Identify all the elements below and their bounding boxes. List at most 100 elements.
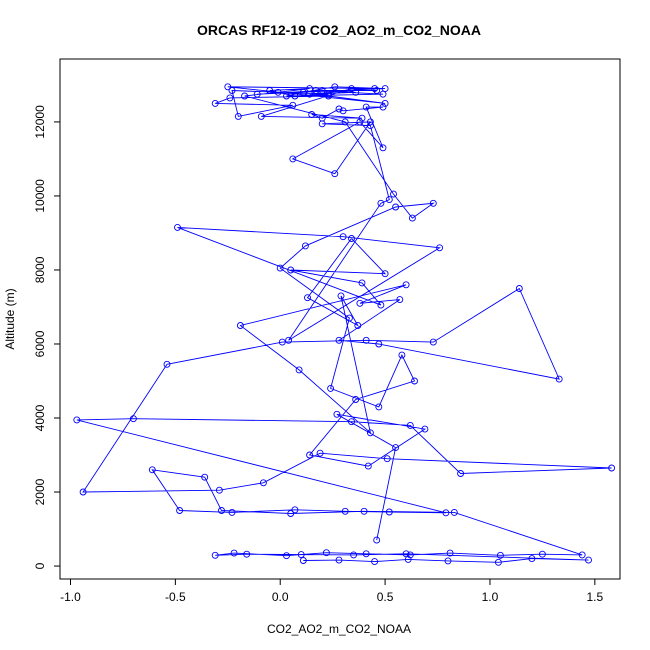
data-point (341, 507, 349, 515)
data-point (322, 549, 330, 557)
y-tick-label: 4000 (33, 404, 47, 431)
data-point (379, 144, 387, 152)
data-point (335, 336, 343, 344)
data-point (274, 88, 282, 96)
data-point (578, 551, 586, 559)
data-point (358, 114, 366, 122)
data-point (585, 556, 592, 564)
data-point (339, 107, 347, 115)
y-axis: 0 2000 4000 6000 8000 10000 12000 (33, 105, 60, 569)
data-point (276, 264, 284, 272)
x-tick-label: -1.0 (60, 590, 81, 604)
data-point (377, 199, 385, 207)
x-tick-label: 1.0 (482, 590, 499, 604)
data-point (555, 375, 563, 383)
data-point (345, 314, 353, 322)
data-point (226, 94, 234, 102)
data-point (406, 421, 414, 429)
data-point (224, 83, 232, 91)
data-point (398, 351, 406, 359)
data-point (228, 87, 236, 94)
data-point (211, 99, 219, 107)
data-point (494, 558, 502, 566)
data-point (350, 551, 358, 559)
data-point (295, 366, 303, 374)
y-tick-label: 10000 (33, 179, 47, 213)
data-point (392, 444, 400, 452)
data-point (377, 301, 385, 309)
data-point (174, 223, 181, 231)
data-point (211, 551, 219, 559)
data-point (379, 90, 387, 98)
data-point (299, 557, 307, 564)
data-point (366, 122, 374, 130)
data-point (289, 101, 297, 109)
data-point (362, 103, 370, 111)
data-point (312, 87, 320, 94)
data-point (201, 473, 209, 481)
y-tick-label: 0 (33, 562, 47, 569)
data-point (360, 507, 368, 515)
data-point (285, 336, 293, 344)
data-point (306, 85, 314, 93)
y-tick-label: 6000 (33, 330, 47, 357)
series-line (76, 86, 612, 563)
data-point (381, 99, 389, 107)
data-point (259, 479, 267, 487)
data-point (283, 552, 290, 560)
data-point (228, 508, 236, 516)
data-point (331, 83, 339, 91)
data-point (266, 87, 274, 94)
data-point (316, 449, 324, 457)
data-point (348, 235, 355, 242)
data-point (356, 299, 364, 307)
x-axis: -1.0 -0.5 0.0 0.5 1.0 1.5 (60, 579, 603, 604)
data-point (215, 486, 223, 494)
data-point (373, 87, 381, 94)
x-tick-label: 0.0 (272, 590, 289, 604)
data-point (366, 429, 374, 437)
data-point (450, 508, 458, 516)
data-point (515, 285, 523, 292)
x-tick-label: -0.5 (165, 590, 186, 604)
data-point (299, 88, 307, 96)
data-point (257, 112, 265, 120)
data-point (352, 396, 360, 403)
data-point (442, 509, 450, 517)
data-point (79, 488, 87, 496)
data-point (335, 556, 343, 564)
x-axis-label: CO2_AO2_m_CO2_NOAA (267, 622, 411, 636)
data-point (236, 322, 244, 329)
data-point (608, 464, 616, 472)
data-point (218, 507, 225, 514)
plot-frame (59, 58, 621, 580)
data-point (341, 118, 349, 126)
data-point (457, 470, 465, 477)
data-point (538, 550, 546, 558)
data-point (163, 360, 171, 368)
data-point (371, 85, 379, 93)
data-point (348, 85, 355, 93)
data-point (358, 279, 366, 287)
data-point (339, 233, 347, 241)
data-point (283, 92, 290, 100)
y-tick-label: 12000 (33, 105, 47, 139)
data-point (289, 155, 297, 163)
data-point (436, 244, 444, 252)
data-point (408, 214, 416, 222)
data-point (385, 196, 393, 204)
data-point (176, 507, 184, 514)
data-point (375, 340, 383, 348)
data-point (411, 377, 418, 385)
data-point (354, 322, 362, 329)
x-tick-label: 0.5 (377, 590, 394, 604)
data-point (308, 111, 316, 118)
data-point (318, 114, 326, 122)
data-point (421, 425, 429, 433)
data-point (333, 410, 341, 418)
series-layer (73, 83, 616, 566)
y-axis-label: Altitude (m) (3, 288, 17, 349)
data-point (327, 384, 335, 392)
chart-title: ORCAS RF12-19 CO2_AO2_m_CO2_NOAA (197, 22, 481, 38)
y-tick-label: 2000 (33, 478, 47, 505)
